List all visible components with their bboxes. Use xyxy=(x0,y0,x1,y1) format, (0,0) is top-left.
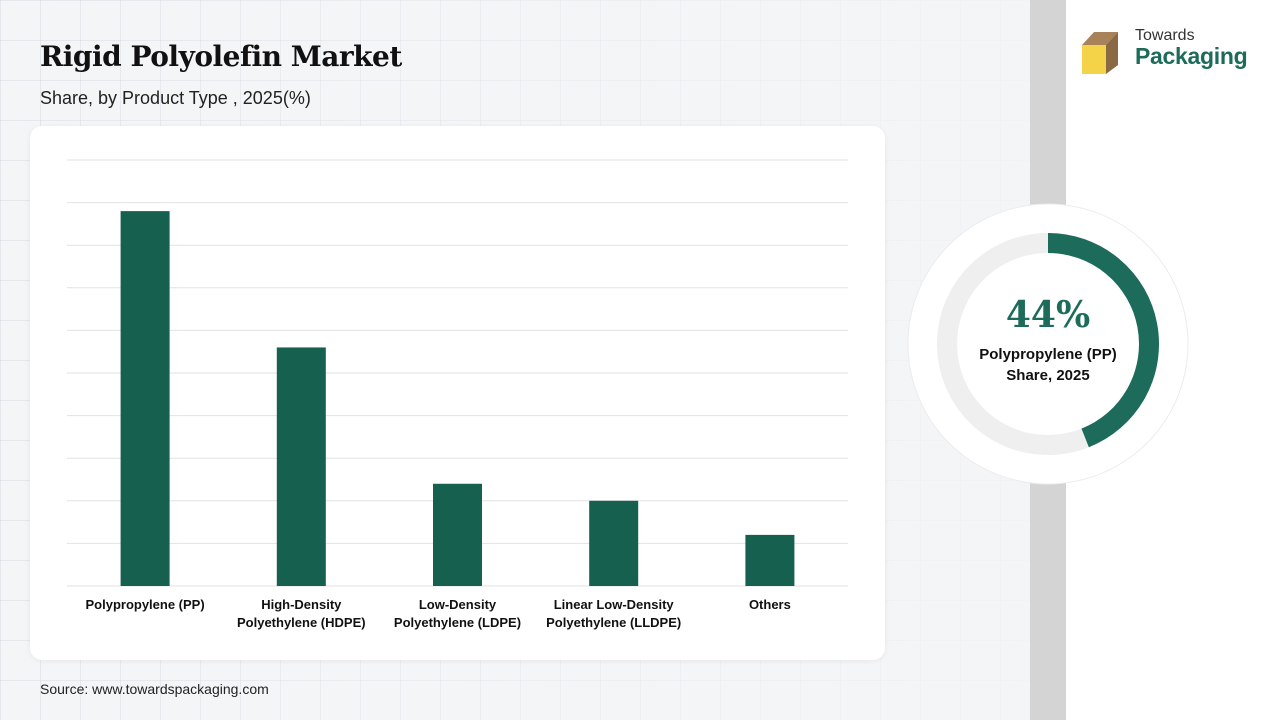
donut-label-line1: Polypropylene (PP) xyxy=(979,346,1117,363)
donut-slice xyxy=(1047,233,1159,448)
page-title: Rigid Polyolefin Market xyxy=(40,40,402,73)
bar xyxy=(589,500,639,586)
donut-value: 44% xyxy=(1005,294,1091,336)
page-subtitle: Share, by Product Type , 2025(%) xyxy=(40,88,311,108)
x-tick-label: Low-Density Polyethylene (LDPE) xyxy=(393,597,522,630)
bar-chart xyxy=(67,159,848,587)
bar xyxy=(120,211,170,586)
bar xyxy=(745,534,795,586)
bar xyxy=(276,347,326,586)
logo-text-towards: Towards xyxy=(1135,27,1195,44)
source-note: Source: www.towardspackaging.com xyxy=(40,681,269,697)
x-tick-label: Linear Low-Density Polyethylene (LLDPE) xyxy=(546,597,682,630)
x-tick-label: Polypropylene (PP) xyxy=(85,597,205,612)
x-tick-label: Others xyxy=(748,597,791,612)
x-tick-label: High-Density Polyethylene (HDPE) xyxy=(237,597,366,630)
donut-chart xyxy=(907,203,1189,485)
box-icon xyxy=(1082,32,1118,74)
bar xyxy=(433,483,482,586)
bar-chart-card: Polypropylene (PP) High-Density Polyethyle… xyxy=(30,126,885,660)
logo-text-packaging: Packaging xyxy=(1135,43,1248,69)
donut-label-line2: Share, 2025 xyxy=(1006,367,1090,384)
